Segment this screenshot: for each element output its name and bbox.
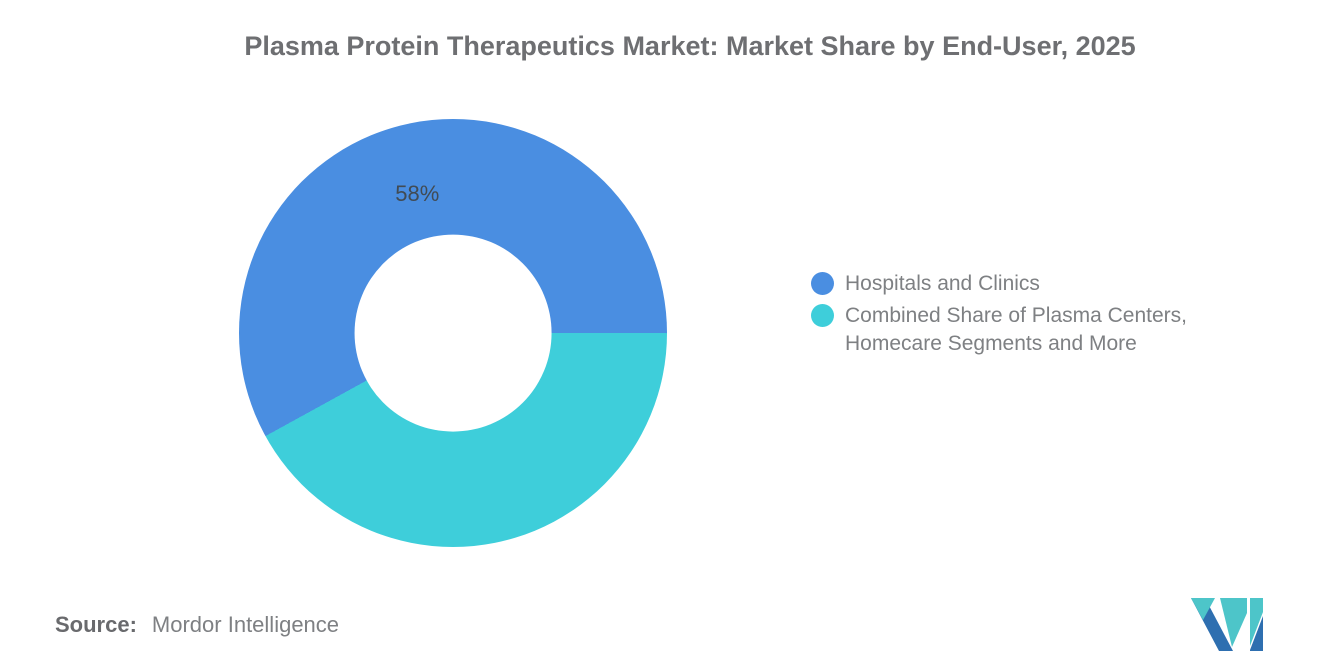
legend-label: Hospitals and Clinics bbox=[845, 272, 1040, 295]
logo-shape-teal-wedge-left bbox=[1191, 598, 1215, 620]
logo-shape-teal-bar-right bbox=[1250, 598, 1263, 646]
legend-item-combined-share[interactable]: Combined Share of Plasma Centers, Homeca… bbox=[811, 302, 1227, 358]
page-title: Plasma Protein Therapeutics Market: Mark… bbox=[244, 31, 1136, 61]
legend-marker bbox=[811, 272, 834, 295]
donut-chart[interactable]: 58% bbox=[239, 119, 667, 547]
logo-shape-blue-corner-right bbox=[1250, 616, 1263, 651]
chart-legend: Hospitals and Clinics Combined Share of … bbox=[811, 270, 1227, 358]
source-attribution: Source: Mordor Intelligence bbox=[55, 612, 339, 638]
source-value: Mordor Intelligence bbox=[151, 612, 340, 637]
donut-hole bbox=[354, 234, 552, 432]
legend-item-hospitals[interactable]: Hospitals and Clinics bbox=[811, 270, 1227, 298]
slice-label: 58% bbox=[395, 181, 440, 207]
logo-shape-teal-wedge-middle bbox=[1220, 598, 1247, 647]
legend-label: Combined Share of Plasma Centers, Homeca… bbox=[845, 304, 1187, 355]
mordor-intelligence-logo-icon bbox=[1191, 598, 1263, 651]
source-label: Source: bbox=[55, 612, 137, 637]
legend-marker bbox=[811, 304, 834, 327]
